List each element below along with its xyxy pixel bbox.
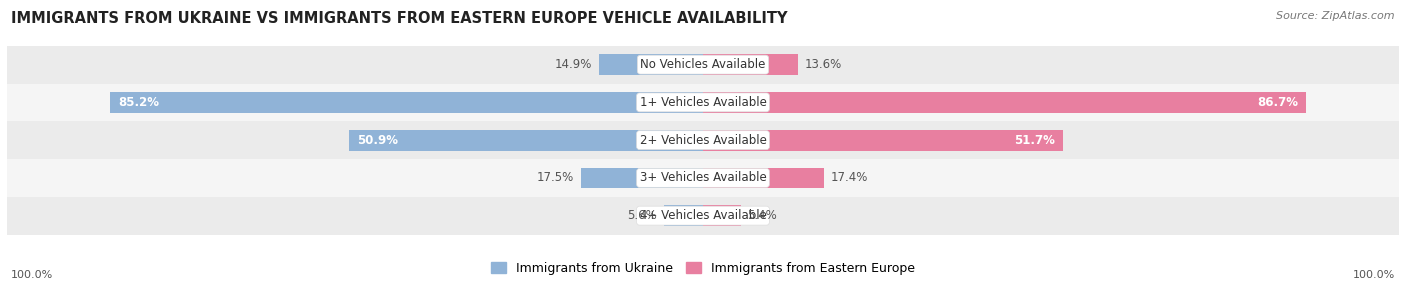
Text: 3+ Vehicles Available: 3+ Vehicles Available	[640, 171, 766, 184]
Text: 100.0%: 100.0%	[11, 270, 53, 280]
Text: IMMIGRANTS FROM UKRAINE VS IMMIGRANTS FROM EASTERN EUROPE VEHICLE AVAILABILITY: IMMIGRANTS FROM UKRAINE VS IMMIGRANTS FR…	[11, 11, 787, 26]
Bar	[7, 121, 1399, 159]
Bar	[703, 54, 797, 75]
Bar	[581, 168, 703, 188]
Bar	[703, 168, 824, 188]
Text: 50.9%: 50.9%	[357, 134, 398, 147]
Text: Source: ZipAtlas.com: Source: ZipAtlas.com	[1277, 11, 1395, 21]
Bar	[349, 130, 703, 150]
Bar	[599, 54, 703, 75]
Text: 13.6%: 13.6%	[804, 58, 842, 71]
Text: 85.2%: 85.2%	[118, 96, 159, 109]
Bar	[703, 130, 1063, 150]
Text: 4+ Vehicles Available: 4+ Vehicles Available	[640, 209, 766, 222]
Text: 1+ Vehicles Available: 1+ Vehicles Available	[640, 96, 766, 109]
Legend: Immigrants from Ukraine, Immigrants from Eastern Europe: Immigrants from Ukraine, Immigrants from…	[486, 257, 920, 280]
Bar	[7, 84, 1399, 121]
Bar	[110, 92, 703, 113]
Text: 2+ Vehicles Available: 2+ Vehicles Available	[640, 134, 766, 147]
Bar	[7, 159, 1399, 197]
Bar	[7, 197, 1399, 235]
Bar	[703, 92, 1306, 113]
Text: 17.5%: 17.5%	[537, 171, 574, 184]
Bar	[703, 205, 741, 226]
Text: 5.6%: 5.6%	[627, 209, 657, 222]
Text: 14.9%: 14.9%	[555, 58, 592, 71]
Text: No Vehicles Available: No Vehicles Available	[640, 58, 766, 71]
Bar	[664, 205, 703, 226]
Text: 5.4%: 5.4%	[748, 209, 778, 222]
Text: 86.7%: 86.7%	[1257, 96, 1298, 109]
Text: 51.7%: 51.7%	[1014, 134, 1054, 147]
Bar	[7, 46, 1399, 84]
Text: 100.0%: 100.0%	[1353, 270, 1395, 280]
Text: 17.4%: 17.4%	[831, 171, 869, 184]
